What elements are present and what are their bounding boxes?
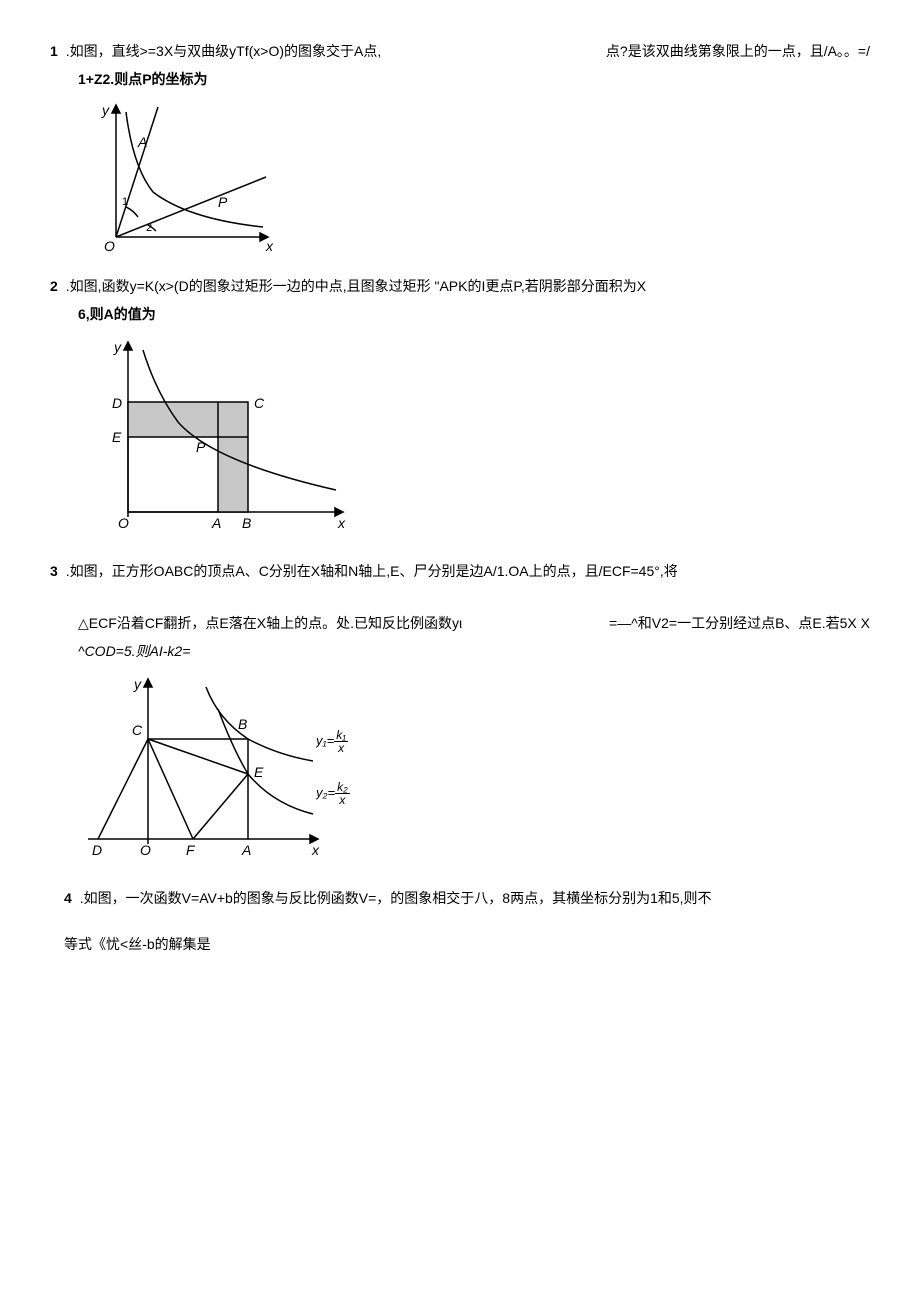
q1-row1: 1 .如图，直线>=3X与双曲级yTf(x>O)的图象交于A点, 点?是该双曲线… [50, 40, 870, 62]
question-4: 4 .如图，一次函数V=AV+b的图象与反比例函数V=，的图象相交于八，8两点，… [64, 887, 870, 956]
q2-label-B: B [242, 515, 251, 531]
q2-label-D: D [112, 395, 122, 411]
q1-label-O: O [104, 238, 115, 254]
q3-label-F: F [186, 842, 196, 858]
q2-line2: 6,则A的值为 [78, 303, 870, 325]
q3-label-E: E [254, 764, 264, 780]
q2-label-P: P [196, 439, 206, 455]
q3-text: .如图，正方形OABC的顶点A、C分别在X轴和N轴上,E、尸分别是边A/1.OA… [66, 560, 870, 582]
q2-row1: 2 .如图,函数y=K(x>(D的图象过矩形一边的中点,且图象过矩形 "APK的… [50, 275, 870, 297]
q2-label-C: C [254, 395, 265, 411]
q2-label-x: x [337, 515, 346, 531]
q3-label-O: O [140, 842, 151, 858]
q3-label-x: x [311, 842, 320, 858]
q3-line2l: △ECF沿着CF翻折，点E落在X轴上的点。处.已知反比例函数yι [78, 612, 569, 634]
q4-line2: 等式《忧<丝-b的解集是 [64, 933, 870, 955]
q1-line2-text: 1+Z2.则点P的坐标为 [78, 71, 208, 87]
q1-number: 1 [50, 40, 58, 62]
question-2: 2 .如图,函数y=K(x>(D的图象过矩形一边的中点,且图象过矩形 "APK的… [50, 275, 870, 542]
q3-line3: ^COD=5.则AI-k2= [78, 640, 870, 662]
q3-label-B: B [238, 716, 247, 732]
q1-label-A: A [137, 134, 147, 150]
q1-figure: A P O x y 1 2 [78, 97, 278, 257]
q3-label-A: A [241, 842, 251, 858]
q3-row2: △ECF沿着CF翻折，点E落在X轴上的点。处.已知反比例函数yι =—^和V2=… [78, 612, 870, 634]
q3-line2r: =—^和V2=一工分别经过点B、点E.若5X X [609, 612, 870, 634]
q2-text: .如图,函数y=K(x>(D的图象过矩形一边的中点,且图象过矩形 "APK的I更… [66, 275, 870, 297]
q4-number: 4 [64, 887, 72, 909]
q1-label-x: x [265, 238, 274, 254]
q1-angle1: 1 [122, 196, 128, 208]
q2-label-O: O [118, 515, 129, 531]
q1-angle2: 2 [146, 222, 152, 234]
q4-row1: 4 .如图，一次函数V=AV+b的图象与反比例函数V=，的图象相交于八，8两点，… [64, 887, 870, 909]
q1-line2: 1+Z2.则点P的坐标为 [78, 68, 870, 90]
q2-label-y: y [113, 339, 122, 355]
q2-shade-right [218, 437, 248, 512]
q3-label-D: D [92, 842, 102, 858]
q1-label-P: P [218, 194, 228, 210]
q3-figure: C B E D O F A x y y₁ = k₁x y₂ = k₂x [78, 669, 398, 869]
q1-label-y: y [101, 102, 110, 118]
q3-y1: y₁ [316, 731, 327, 752]
q2-label-E: E [112, 429, 122, 445]
q3-label-y: y [133, 676, 142, 692]
question-1: 1 .如图，直线>=3X与双曲级yTf(x>O)的图象交于A点, 点?是该双曲线… [50, 40, 870, 257]
q2-label-A: A [211, 515, 221, 531]
q3-number: 3 [50, 560, 58, 582]
q2-figure: D C E P O A B x y [78, 332, 358, 542]
q1-text-a: .如图，直线>=3X与双曲级yTf(x>O)的图象交于A点, [66, 40, 566, 62]
q4-text: .如图，一次函数V=AV+b的图象与反比例函数V=，的图象相交于八，8两点，其横… [80, 887, 870, 909]
q3-row1: 3 .如图，正方形OABC的顶点A、C分别在X轴和N轴上,E、尸分别是边A/1.… [50, 560, 870, 582]
q1-text-b: 点?是该双曲线第象限上的一点，且/A。。=/ [606, 40, 870, 62]
q2-number: 2 [50, 275, 58, 297]
question-3: 3 .如图，正方形OABC的顶点A、C分别在X轴和N轴上,E、尸分别是边A/1.… [50, 560, 870, 869]
q3-y2: y₂ [316, 783, 327, 804]
q3-label-C: C [132, 722, 143, 738]
